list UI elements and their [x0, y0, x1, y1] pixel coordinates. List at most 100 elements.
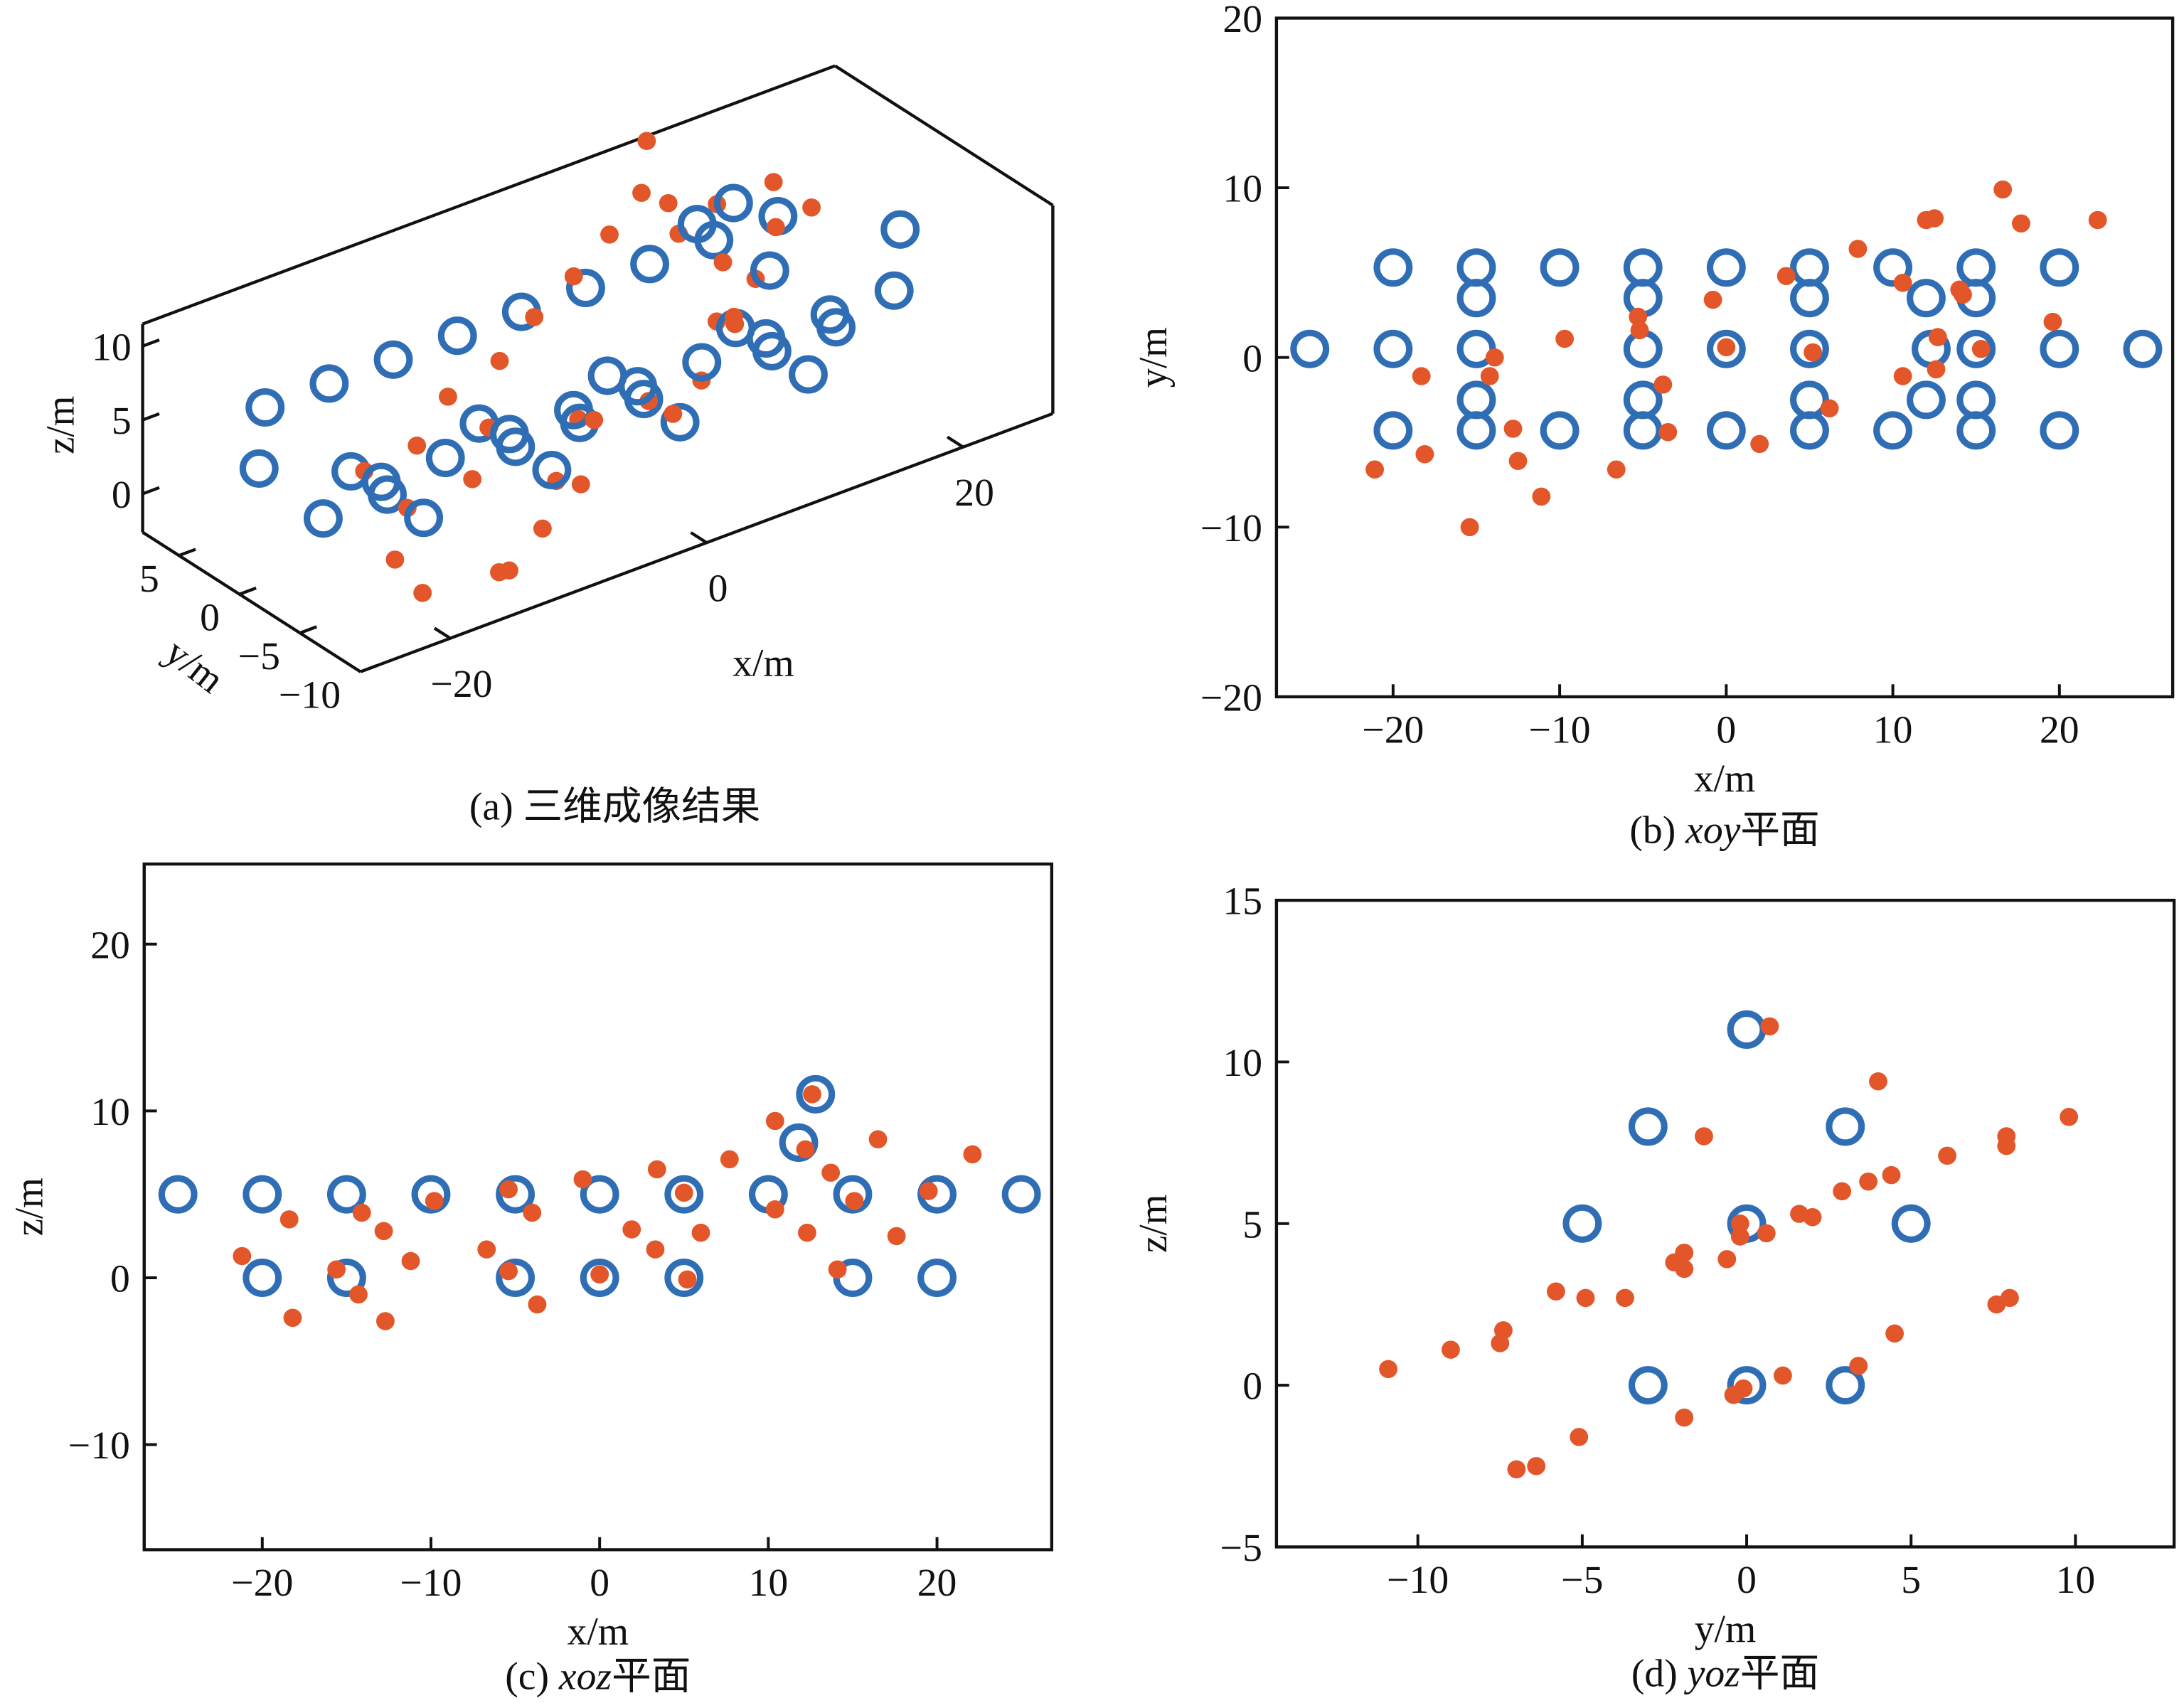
target-marker	[411, 1175, 451, 1214]
imaging-point	[2088, 210, 2107, 230]
imaging-point	[868, 1130, 888, 1148]
x-tick-mark	[690, 531, 708, 544]
imaging-point	[1491, 1334, 1510, 1352]
imaging-point	[1869, 1072, 1887, 1091]
plot-frame	[1274, 16, 2175, 699]
imaging-point	[1507, 1460, 1526, 1479]
imaging-point	[1804, 343, 1823, 362]
imaging-point	[327, 1260, 346, 1278]
target-marker	[496, 1175, 536, 1214]
imaging-point	[766, 218, 785, 237]
target-marker	[1456, 279, 1496, 318]
y-tick-label: 0	[110, 1257, 130, 1301]
imaging-point	[401, 1251, 420, 1271]
y-tick-label: 5	[1242, 1203, 1262, 1246]
target-marker	[1540, 248, 1580, 287]
caption-suffix: 平面	[612, 1655, 691, 1698]
imaging-point	[1938, 1146, 1956, 1165]
imaging-point	[349, 1285, 368, 1304]
panel-xoz: −20 −10 0 10 20 −10 0 10 20 x/m z/m (c) xoz平面	[7, 862, 1054, 1698]
caption-italic: yoz	[1684, 1652, 1740, 1695]
target-marker	[1456, 248, 1496, 287]
imaging-point	[764, 173, 783, 191]
imaging-point	[1803, 1207, 1822, 1227]
imaging-point	[499, 1261, 518, 1281]
imaging-point	[622, 1220, 641, 1239]
imaging-point	[1629, 307, 1648, 326]
panel-yoz: −10 −5 0 5 10 −5 0 5 10 15 y/m z/m (d) yoz平面	[1131, 880, 2176, 1695]
imaging-point	[525, 308, 544, 326]
target-marker	[1956, 411, 1996, 450]
y-tick-mark	[360, 663, 378, 673]
target-marker	[1290, 329, 1330, 368]
imaging-point	[796, 1140, 815, 1159]
imaging-point	[523, 1203, 542, 1222]
imaging-point	[1695, 1127, 1713, 1146]
x-tick-label: −20	[1362, 708, 1424, 752]
imaging-point	[919, 1182, 938, 1200]
axis-label-y: y/m	[1131, 327, 1175, 388]
y-tick-mark	[238, 586, 257, 596]
imaging-point	[1460, 518, 1479, 537]
x-tick-label: 10	[1873, 708, 1913, 752]
panel-caption: (b) xoy平面	[1629, 808, 1819, 852]
target-marker	[1956, 380, 1996, 420]
y-tick-mark	[178, 548, 196, 557]
imaging-point	[1703, 290, 1722, 309]
target-marker	[580, 1258, 619, 1298]
imaging-point	[1773, 1366, 1792, 1385]
imaging-point	[1379, 1360, 1398, 1379]
imaging-point	[585, 410, 604, 429]
target-marker	[682, 343, 722, 382]
imaging-point	[1954, 285, 1972, 304]
x-tick-label: −20	[430, 662, 492, 705]
panel-caption: (a) 三维成像结果	[469, 785, 760, 828]
imaging-point	[821, 1163, 841, 1182]
target-marker	[1906, 279, 1946, 318]
imaging-point	[1555, 329, 1575, 348]
imaging-point	[477, 1240, 496, 1259]
imaging-point	[1734, 1379, 1753, 1398]
imaging-point	[845, 1192, 864, 1210]
imaging-point	[803, 1085, 821, 1104]
imaging-point	[691, 1223, 710, 1242]
x-tick-mark	[433, 626, 452, 640]
y-tick-mark	[299, 625, 318, 635]
panel-caption: (d) yoz平面	[1631, 1652, 1819, 1695]
target-marker	[746, 319, 786, 358]
imaging-point	[725, 314, 745, 333]
imaging-point	[1885, 1324, 1905, 1343]
x-tick-label: 10	[2056, 1559, 2096, 1602]
x-tick-label: 20	[954, 471, 994, 514]
imaging-point	[664, 405, 683, 423]
target-marker	[677, 205, 717, 244]
imaging-point	[632, 183, 651, 203]
target-marker	[664, 1258, 704, 1298]
imaging-point	[1480, 367, 1499, 385]
imaging-point	[1928, 328, 1947, 346]
target-marker	[1623, 380, 1663, 420]
target-marker	[243, 1175, 282, 1214]
caption-prefix: (a)	[469, 785, 523, 828]
y-tick-label: 10	[1222, 167, 1262, 210]
box-edge	[142, 64, 836, 326]
imaging-point	[797, 1223, 816, 1242]
target-marker	[2040, 248, 2079, 287]
target-marker	[496, 1258, 536, 1298]
target-marker	[1623, 411, 1663, 450]
y-tick-label: −5	[1220, 1526, 1262, 1569]
target-marker	[810, 295, 850, 334]
imaging-point	[2012, 214, 2030, 233]
target-marker	[1373, 248, 1413, 287]
axis-label-x: x/m	[733, 641, 794, 685]
imaging-point	[647, 1160, 666, 1179]
caption-suffix: 平面	[1740, 808, 1819, 852]
target-marker	[664, 1175, 704, 1214]
target-marker	[326, 1175, 366, 1214]
x-tick-label: −10	[1529, 708, 1591, 752]
imaging-point	[674, 1183, 693, 1202]
z-tick-mark	[142, 412, 160, 422]
target-marker	[425, 438, 465, 478]
y-tick-label: −10	[1200, 506, 1262, 550]
target-marker	[1456, 380, 1496, 420]
